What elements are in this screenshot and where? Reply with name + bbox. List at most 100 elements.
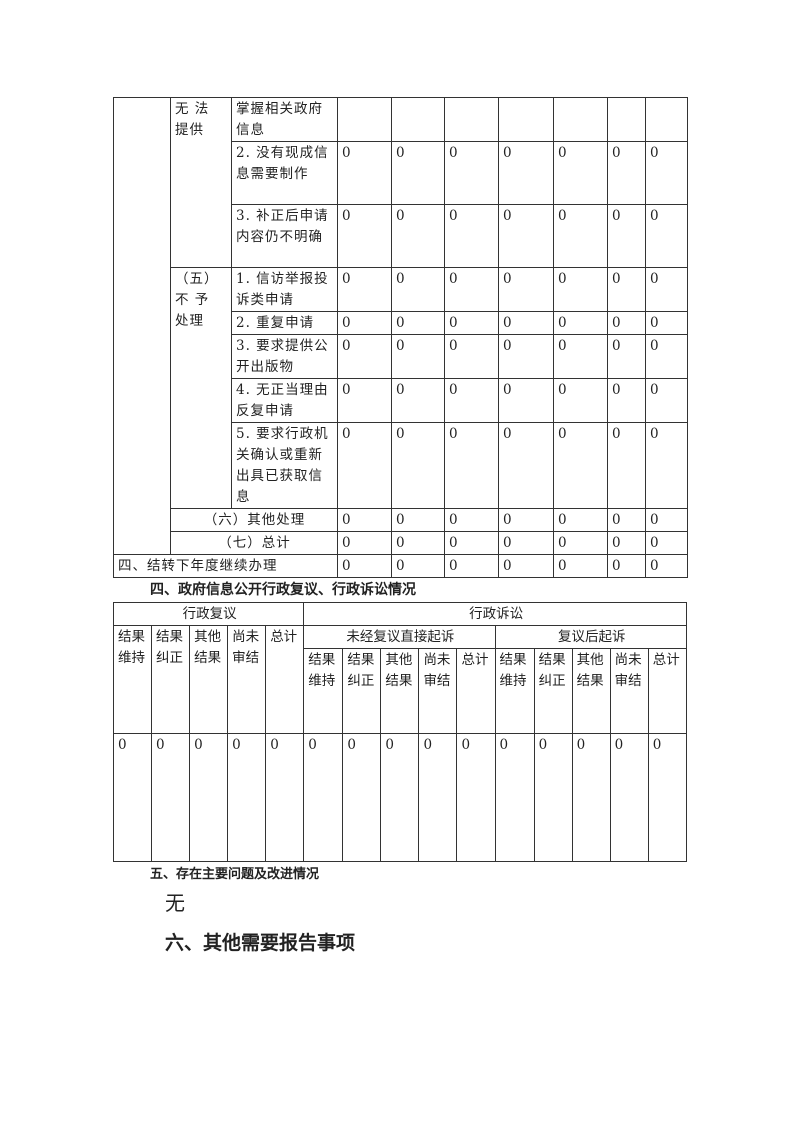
value-cell: 0 <box>498 141 554 205</box>
value-cell: 0 <box>391 508 445 532</box>
header-col: 尚未审结 <box>227 625 267 734</box>
value-cell: 0 <box>265 733 305 862</box>
table-row: 3. 补正后申请内容仍不明确 0 0 0 0 0 0 0 <box>114 204 688 268</box>
value-cell: 0 <box>553 531 608 555</box>
section5-title: 五、存在主要问题及改进情况 <box>150 867 320 882</box>
row-label: 四、结转下年度继续办理 <box>113 554 338 578</box>
value-cell: 0 <box>337 204 392 268</box>
value-cell: 0 <box>645 311 688 335</box>
review-litigation-table: 行政复议 行政诉讼 结果维持 结果纠正 其他结果 尚未审结 总计 未经复议直接起诉 复议后起诉结… <box>112 602 688 862</box>
value-cell: 0 <box>391 554 445 578</box>
table-row: （五）不 予 处理 1. 信访举报投诉类申请 0 0 0 0 0 0 0 <box>114 267 688 509</box>
value-cell: 0 <box>456 733 496 862</box>
value-cell: 0 <box>609 733 649 862</box>
value-cell: 0 <box>444 508 499 532</box>
value-cell <box>645 97 688 142</box>
section5-body: 无 <box>165 891 185 915</box>
table-row: 3. 要求提供公开出版物 0 0 0 0 0 0 0 <box>114 334 688 379</box>
value-cell: 0 <box>607 141 646 205</box>
value-cell: 0 <box>607 267 646 312</box>
value-cell: 0 <box>553 311 608 335</box>
value-cell: 0 <box>498 378 554 423</box>
value-cell: 0 <box>337 334 392 379</box>
value-cell: 0 <box>337 267 392 312</box>
header-col: 其他结果 <box>380 648 420 734</box>
table-row: 无 法 提供 掌握相关政府信息 <box>113 97 688 555</box>
value-cell: 0 <box>498 422 554 509</box>
value-cell: 0 <box>571 733 611 862</box>
value-cell: 0 <box>391 141 445 205</box>
value-cell: 0 <box>498 204 554 268</box>
value-cell: 0 <box>645 378 688 423</box>
group-label-unable: 无 法 提供 <box>170 97 232 268</box>
row-label: （六）其他处理 <box>170 508 338 532</box>
header-col: 结果维持 <box>112 625 153 734</box>
header-col: 尚未审结 <box>609 648 649 734</box>
value-cell: 0 <box>444 554 499 578</box>
value-cell: 0 <box>645 422 688 509</box>
value-cell <box>337 97 392 142</box>
value-cell: 0 <box>607 378 646 423</box>
table-row: （六）其他处理 0 0 0 0 0 0 0 <box>114 508 688 532</box>
value-cell: 0 <box>391 378 445 423</box>
value-cell: 0 <box>303 733 344 862</box>
value-cell: 0 <box>337 554 392 578</box>
value-cell <box>498 97 554 142</box>
value-cell: 0 <box>553 422 608 509</box>
value-cell: 0 <box>533 733 573 862</box>
category-cell <box>113 97 171 555</box>
section4-title: 四、政府信息公开行政复议、行政诉讼情况 <box>150 582 416 598</box>
value-cell: 0 <box>444 378 499 423</box>
value-cell: 0 <box>553 334 608 379</box>
value-cell: 0 <box>444 334 499 379</box>
value-cell: 0 <box>498 531 554 555</box>
table-row: 2. 没有现成信息需要制作 0 0 0 0 0 0 0 <box>114 141 688 205</box>
value-cell: 0 <box>645 334 688 379</box>
header-col: 总计 <box>456 648 496 734</box>
value-cell: 0 <box>607 334 646 379</box>
value-cell: 0 <box>337 378 392 423</box>
statistics-table: 无 法 提供 掌握相关政府信息 2. 没有现成信息需要制作 0 0 0 0 0 0 0 3. 补正后… <box>113 97 688 578</box>
value-cell: 0 <box>607 554 646 578</box>
value-cell: 0 <box>553 267 608 312</box>
group-label-no-process: （五）不 予 处理 <box>170 267 232 509</box>
value-cell: 0 <box>391 204 445 268</box>
value-cell: 0 <box>647 733 688 862</box>
value-cell: 0 <box>645 267 688 312</box>
value-cell: 0 <box>444 311 499 335</box>
value-cell: 0 <box>607 531 646 555</box>
header-col: 其他结果 <box>571 648 611 734</box>
value-cell: 0 <box>645 204 688 268</box>
value-cell: 0 <box>391 267 445 312</box>
header-col: 结果纠正 <box>342 648 382 734</box>
header-col: 总计 <box>265 625 305 734</box>
section6-title: 六、其他需要报告事项 <box>165 932 356 954</box>
row-label: 5. 要求行政机关确认或重新出具已获取信息 <box>231 422 338 509</box>
row-label: 3. 补正后申请内容仍不明确 <box>231 204 338 268</box>
value-cell: 0 <box>391 311 445 335</box>
value-cell: 0 <box>494 733 535 862</box>
value-cell: 0 <box>607 204 646 268</box>
value-cell: 0 <box>112 733 153 862</box>
value-cell <box>607 97 646 142</box>
value-cell: 0 <box>444 267 499 312</box>
row-label: 2. 没有现成信息需要制作 <box>231 141 338 205</box>
value-cell: 0 <box>498 508 554 532</box>
header-col: 结果纠正 <box>151 625 191 734</box>
value-cell: 0 <box>342 733 382 862</box>
row-label: （七）总计 <box>170 531 338 555</box>
value-cell: 0 <box>553 508 608 532</box>
table-row: 5. 要求行政机关确认或重新出具已获取信息 0 0 0 0 0 0 0 <box>114 422 688 509</box>
header-after-review: 复议后起诉 <box>494 625 688 649</box>
value-cell: 0 <box>498 311 554 335</box>
value-cell: 0 <box>337 141 392 205</box>
value-cell: 0 <box>418 733 458 862</box>
value-cell: 0 <box>645 508 688 532</box>
value-cell: 0 <box>607 311 646 335</box>
header-col: 结果纠正 <box>533 648 573 734</box>
row-label: 1. 信访举报投诉类申请 <box>231 267 338 312</box>
value-cell: 0 <box>444 141 499 205</box>
header-col: 结果维持 <box>494 648 535 734</box>
